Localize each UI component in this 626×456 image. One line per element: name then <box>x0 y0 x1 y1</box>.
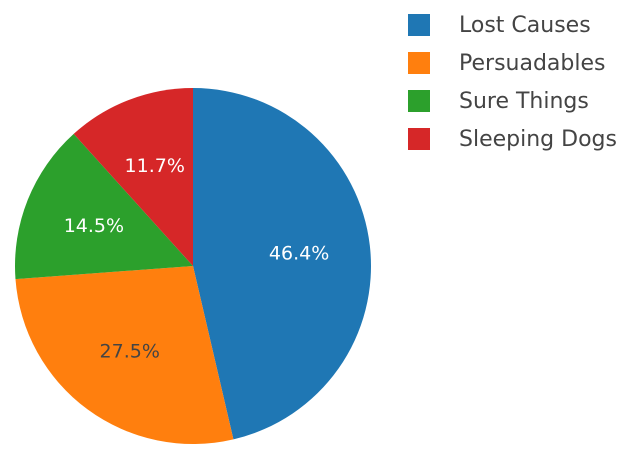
legend-swatch-sleeping-dogs <box>408 128 430 150</box>
legend-swatch-sure-things <box>408 90 430 112</box>
legend-label-sleeping-dogs: Sleeping Dogs <box>459 127 617 152</box>
legend-swatch-persuadables <box>408 52 430 74</box>
slice-value-label-sure-things: 14.5% <box>64 215 124 237</box>
slice-value-label-sleeping-dogs: 11.7% <box>125 155 185 177</box>
legend-item-sleeping-dogs[interactable]: Sleeping Dogs <box>408 127 617 152</box>
chart-legend: Lost Causes Persuadables Sure Things Sleepi… <box>408 13 617 152</box>
legend-swatch-lost-causes <box>408 14 430 36</box>
pie-slices <box>15 88 372 445</box>
legend-item-persuadables[interactable]: Persuadables <box>408 51 605 76</box>
pie-slice-labels: 46.4% 27.5% 14.5% 11.7% <box>64 155 330 363</box>
legend-label-persuadables: Persuadables <box>459 51 605 76</box>
legend-label-sure-things: Sure Things <box>459 89 589 114</box>
pie-slice-sure-things <box>15 133 193 280</box>
slice-value-label-lost-causes: 46.4% <box>269 242 329 264</box>
pie-slice-lost-causes <box>193 88 372 440</box>
pie-slice-persuadables <box>15 266 234 445</box>
legend-label-lost-causes: Lost Causes <box>459 13 591 38</box>
legend-item-sure-things[interactable]: Sure Things <box>408 89 589 114</box>
slice-value-label-persuadables: 27.5% <box>100 341 160 363</box>
pie-slice-sleeping-dogs <box>73 88 193 266</box>
legend-item-lost-causes[interactable]: Lost Causes <box>408 13 591 38</box>
